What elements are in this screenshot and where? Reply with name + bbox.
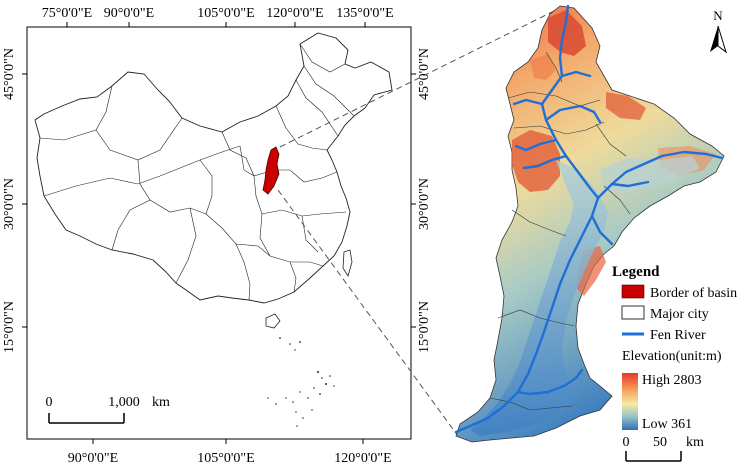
legend-swatch-basin [621, 284, 645, 299]
right-tick-label: 15°0'0"N [417, 301, 432, 353]
legend-elevation-title: Elevation(unit:m) [622, 349, 722, 364]
overview-bottom-ticks [92, 439, 364, 444]
legend-swatch-city [621, 305, 645, 320]
top-tick-label: 105°0'0"E [197, 6, 254, 21]
top-tick-label: 90°0'0"E [104, 6, 154, 21]
hainan-island [265, 313, 281, 329]
left-tick-label: 15°0'0"N [2, 301, 17, 353]
overview-top-ticks [66, 22, 366, 27]
overview-map: 75°0'0"E 90°0'0"E 105°0'0"E 120°0'0"E 13… [2, 6, 432, 466]
bottom-tick-label: 105°0'0"E [197, 451, 254, 466]
north-arrow-icon: N [710, 8, 727, 54]
bottom-tick-label: 90°0'0"E [68, 451, 118, 466]
top-tick-label: 135°0'0"E [336, 6, 393, 21]
zoom-connector-lines [277, 6, 563, 437]
china-outline [34, 32, 393, 304]
basin-scale-start: 0 [623, 435, 630, 450]
south-china-sea-islands [267, 337, 335, 427]
top-tick-label: 120°0'0"E [266, 6, 323, 21]
top-tick-label: 75°0'0"E [42, 6, 92, 21]
overview-left-ticks [22, 73, 27, 328]
elevation-high-label: High 2803 [642, 373, 702, 388]
overview-scale-start: 0 [46, 395, 53, 410]
basin-scale-unit: km [686, 435, 704, 450]
overview-scale-end: 1,000 [108, 395, 140, 410]
overview-scalebar [48, 413, 125, 424]
basin-scalebar [625, 451, 682, 462]
fen-river-network [454, 4, 724, 434]
elevation-color-ramp [622, 373, 638, 430]
legend-label-city: Major city [650, 307, 709, 322]
bottom-tick-label: 120°0'0"E [334, 451, 391, 466]
basin-map: N Legend Border of basin Major city Fen … [454, 4, 737, 462]
right-tick-label: 45°0'0"N [417, 48, 432, 100]
river-valley-lowland [470, 160, 608, 436]
legend-title: Legend [612, 264, 660, 280]
fen-river-main [454, 4, 600, 434]
left-tick-label: 45°0'0"N [2, 48, 17, 100]
overview-right-ticks [411, 73, 416, 328]
province-borders [39, 43, 355, 301]
basin-scale-end: 50 [653, 435, 667, 450]
right-tick-label: 30°0'0"N [417, 178, 432, 230]
elevation-low-label: Low 361 [642, 417, 692, 432]
legend-label-river: Fen River [650, 328, 706, 343]
legend: Legend Border of basin Major city Fen Ri… [612, 264, 737, 432]
taiwan-island [342, 249, 353, 277]
overview-scale-unit: km [152, 395, 170, 410]
legend-label-basin: Border of basin [650, 286, 737, 301]
basin-location-highlight [262, 146, 280, 195]
north-arrow-label: N [713, 8, 723, 23]
left-tick-label: 30°0'0"N [2, 178, 17, 230]
